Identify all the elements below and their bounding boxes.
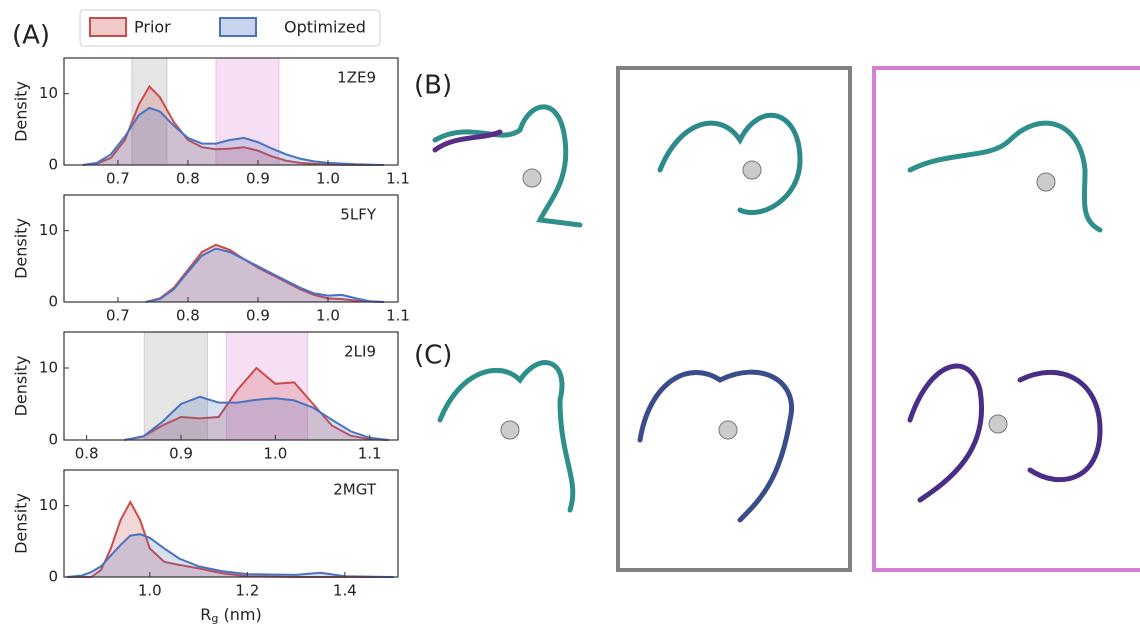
y-axis-label: Density (12, 81, 31, 142)
panel-label: (B) (414, 71, 452, 101)
x-tick-label: 0.7 (106, 170, 130, 188)
x-tick-label: 1.0 (316, 170, 340, 188)
ion (501, 421, 519, 439)
structure (910, 366, 1100, 500)
legend-label: Optimized (284, 18, 366, 37)
ion (743, 161, 761, 179)
y-axis-label: Density (12, 493, 31, 554)
y-tick-label: 0 (48, 156, 58, 174)
x-tick-label: 1.0 (138, 582, 162, 600)
x-tick-label: 1.0 (263, 445, 287, 463)
x-axis-label-sub: g (211, 612, 218, 625)
structure (660, 115, 800, 212)
structure (435, 107, 580, 225)
x-tick-label: 1.1 (386, 307, 410, 325)
structure (910, 123, 1100, 230)
subplot-title: 2MGT (333, 481, 377, 499)
y-tick-label: 0 (48, 568, 58, 586)
y-tick-label: 10 (39, 359, 58, 377)
panel-label: (C) (414, 341, 452, 371)
x-tick-label: 1.4 (333, 582, 357, 600)
y-tick-label: 10 (39, 221, 58, 239)
y-tick-label: 10 (39, 84, 58, 102)
ion (1037, 173, 1055, 191)
x-tick-label: 0.8 (176, 307, 200, 325)
y-tick-label: 0 (48, 293, 58, 311)
ion (719, 421, 737, 439)
structure (640, 372, 792, 520)
area-fill (146, 249, 384, 303)
x-tick-label: 1.0 (316, 307, 340, 325)
x-axis-label-part: R (200, 605, 211, 624)
subplot-title: 5LFY (340, 206, 377, 224)
x-tick-label: 0.8 (176, 170, 200, 188)
x-axis-label-part: (nm) (218, 605, 261, 624)
y-axis-label: Density (12, 356, 31, 417)
x-tick-label: 0.9 (169, 445, 193, 463)
frame (618, 68, 850, 570)
x-tick-label: 1.2 (235, 582, 259, 600)
x-axis-label: Rg (nm) (200, 605, 261, 626)
x-tick-label: 0.9 (246, 307, 270, 325)
y-axis-label: Density (12, 218, 31, 279)
legend-label: Prior (134, 18, 171, 37)
subplot-title: 1ZE9 (337, 69, 376, 87)
x-tick-label: 1.1 (358, 445, 382, 463)
structure-images (435, 68, 1140, 570)
figure: (A) (B) (C) Prior Optimized 0 10 0.7 0.8 0.9 1.… (0, 0, 1140, 627)
legend-swatch (220, 18, 256, 36)
ion (523, 169, 541, 187)
ion (989, 415, 1007, 433)
x-tick-label: 0.9 (246, 170, 270, 188)
y-tick-label: 0 (48, 431, 58, 449)
panel-label: (A) (12, 21, 50, 51)
y-tick-label: 10 (39, 496, 58, 514)
subplot-title: 2LI9 (344, 343, 376, 361)
x-tick-label: 0.7 (106, 307, 130, 325)
legend-swatch (90, 18, 126, 36)
x-tick-label: 1.1 (386, 170, 410, 188)
x-tick-label: 0.8 (75, 445, 99, 463)
